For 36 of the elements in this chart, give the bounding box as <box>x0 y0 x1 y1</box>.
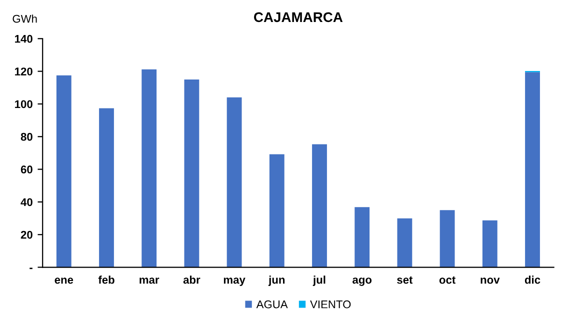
x-tick-label: set <box>397 276 413 284</box>
bar <box>354 207 370 268</box>
bar <box>482 220 498 268</box>
x-tick-label: oct <box>439 276 456 284</box>
chart-title: CAJAMARCA <box>254 12 343 22</box>
legend-label: VIENTO <box>310 300 351 308</box>
x-tick-label: abr <box>183 276 200 284</box>
bar <box>226 97 242 268</box>
bar <box>184 79 200 268</box>
y-tick-label: 80 <box>20 132 32 141</box>
x-tick-label: dic <box>524 276 540 284</box>
x-tick-label: ago <box>352 278 372 286</box>
y-tick-label: - <box>30 268 32 270</box>
y-tick-label: 100 <box>15 100 32 108</box>
x-tick-label: jun <box>268 276 285 286</box>
x-tick-label: nov <box>480 278 500 284</box>
bar <box>269 154 284 268</box>
x-tick-label: feb <box>98 276 114 284</box>
y-tick-label: 140 <box>15 34 32 43</box>
bar <box>440 210 455 268</box>
x-tick-label: may <box>224 278 246 286</box>
bar <box>99 108 114 268</box>
y-tick-label: 20 <box>20 230 32 239</box>
bar <box>142 69 157 268</box>
bar <box>312 144 327 268</box>
x-tick-label: jul <box>312 276 326 286</box>
y-tick-label: 60 <box>20 166 32 174</box>
x-tick-label: mar <box>140 278 160 284</box>
y-tick-label: 120 <box>15 68 32 76</box>
legend-label: AGUA <box>256 300 288 308</box>
x-tick-label: ene <box>54 278 74 284</box>
bar <box>525 72 540 268</box>
y-tick-label: 40 <box>20 198 32 206</box>
bar <box>56 75 72 268</box>
y-axis-title: GWh <box>12 14 37 23</box>
bar <box>397 218 412 268</box>
